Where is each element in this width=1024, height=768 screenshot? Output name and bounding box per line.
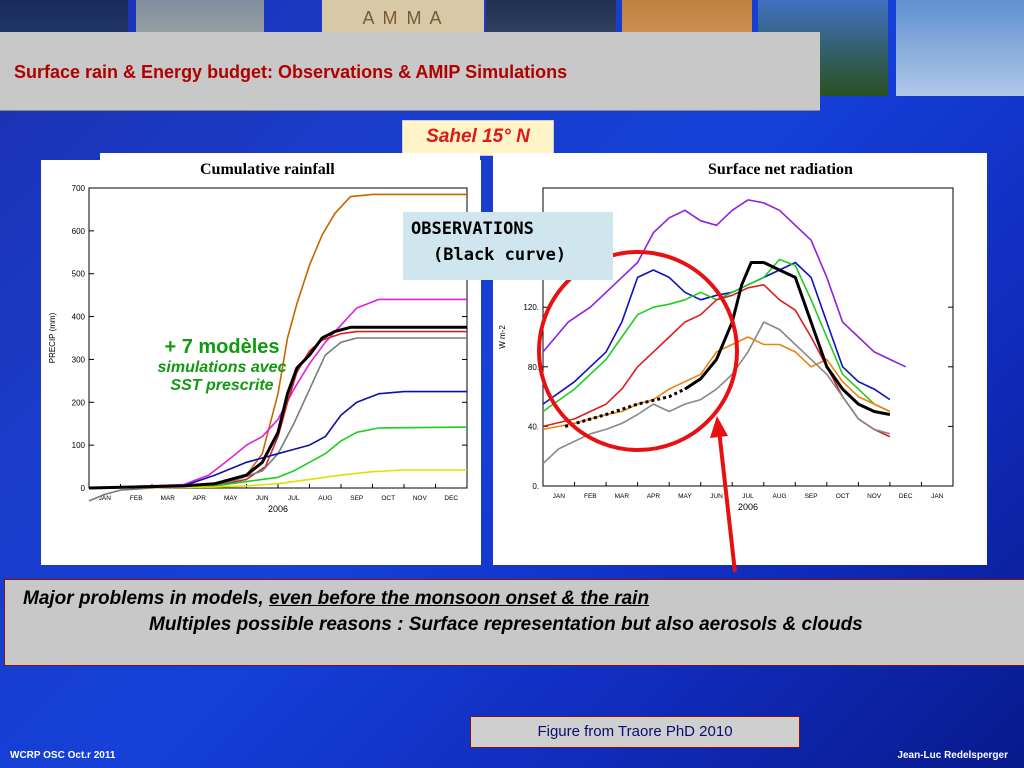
- models-note-line1: + 7 modèles: [164, 336, 280, 358]
- x-tick-label: MAR: [615, 493, 630, 500]
- model-series-line: [88, 330, 467, 489]
- x-tick-label: DEC: [899, 493, 913, 500]
- x-tick-label: DEC: [444, 495, 458, 502]
- rainfall-title: Cumulative rainfall: [200, 161, 335, 178]
- problems-underlined: even before the monsoon onset & the rain: [269, 588, 650, 609]
- x-tick-label: APR: [193, 495, 207, 502]
- x-tick-label: AUG: [318, 495, 332, 502]
- models-note: + 7 modèles simulations avec SST prescri…: [132, 336, 312, 395]
- amma-logo-text: A M M A: [362, 8, 444, 28]
- observations-line2: (Black curve): [433, 245, 567, 265]
- x-tick-label: SEP: [805, 493, 818, 500]
- problems-prefix: Major problems in models,: [23, 588, 269, 609]
- rainfall-chart: 0 100 200 300 400 500 600 700 JAN FEB MAR APR MAY JUN…: [48, 184, 468, 514]
- y-axis-label: W m-2: [498, 325, 507, 349]
- region-label: Sahel 15° N: [402, 120, 554, 156]
- x-tick-label: AUG: [772, 493, 786, 500]
- y-tick-label: 0.: [532, 482, 539, 491]
- slide-title: Surface rain & Energy budget: Observatio…: [14, 62, 568, 82]
- x-tick-label: JUL: [742, 493, 754, 500]
- y-tick-label: 400: [72, 313, 86, 322]
- x-tick-label: MAY: [224, 495, 238, 502]
- y-axis-label: PRECIP (mm): [48, 312, 57, 363]
- observations-box: OBSERVATIONS (Black curve): [403, 212, 613, 280]
- y-tick-label: 700: [72, 184, 86, 193]
- problems-line2: Multiples possible reasons : Surface rep…: [149, 614, 863, 635]
- observations-line1: OBSERVATIONS: [411, 219, 534, 239]
- model-series-line: [542, 321, 891, 465]
- title-box: Surface rain & Energy budget: Observatio…: [0, 32, 820, 111]
- x-tick-label: APR: [647, 493, 661, 500]
- x-tick-label: JUN: [710, 493, 723, 500]
- radiation-title: Surface net radiation: [708, 161, 853, 178]
- models-note-line3: SST prescrite: [170, 377, 274, 394]
- rainfall-title-bg: [100, 153, 480, 183]
- sky-photo-6: [896, 0, 1024, 96]
- models-note-line2: simulations avec: [157, 359, 287, 376]
- x-tick-label: JUN: [256, 495, 269, 502]
- footer-left: WCRP OSC Oct.r 2011: [10, 750, 116, 761]
- y-tick-label: 500: [72, 270, 86, 279]
- y-tick-label: 300: [72, 355, 86, 364]
- x-tick-label: NOV: [867, 493, 882, 500]
- figure-credit: Figure from Traore PhD 2010: [470, 716, 800, 748]
- observation-series-line: [88, 325, 467, 490]
- x-axis-label: 2006: [268, 504, 288, 514]
- x-tick-label: OCT: [836, 493, 850, 500]
- model-series-line: [88, 390, 467, 489]
- model-series-line: [88, 469, 467, 489]
- y-tick-label: 100: [72, 441, 86, 450]
- x-tick-label: FEB: [584, 493, 597, 500]
- x-tick-label: MAR: [161, 495, 176, 502]
- footer-right: Jean-Luc Redelsperger: [897, 750, 1008, 761]
- x-tick-label: FEB: [130, 495, 143, 502]
- x-tick-label: SEP: [350, 495, 363, 502]
- x-tick-label: JAN: [99, 495, 112, 502]
- problems-line1: Major problems in models, even before th…: [23, 588, 649, 610]
- problems-box: Major problems in models, even before th…: [4, 579, 1024, 666]
- y-tick-label: 600: [72, 227, 86, 236]
- y-tick-label: 200: [72, 398, 86, 407]
- model-series-line: [88, 426, 468, 489]
- x-tick-label: JAN: [553, 493, 566, 500]
- y-tick-label: 40.: [528, 422, 539, 431]
- x-tick-label: OCT: [381, 495, 395, 502]
- x-tick-label: MAY: [678, 493, 692, 500]
- y-tick-label: 0: [81, 484, 86, 493]
- x-tick-label: JAN: [931, 493, 944, 500]
- x-axis-label: 2006: [738, 502, 758, 512]
- y-tick-label: 120.: [523, 303, 539, 312]
- x-tick-label: NOV: [413, 495, 428, 502]
- y-tick-label: 80.: [528, 363, 539, 372]
- x-tick-label: JUL: [288, 495, 300, 502]
